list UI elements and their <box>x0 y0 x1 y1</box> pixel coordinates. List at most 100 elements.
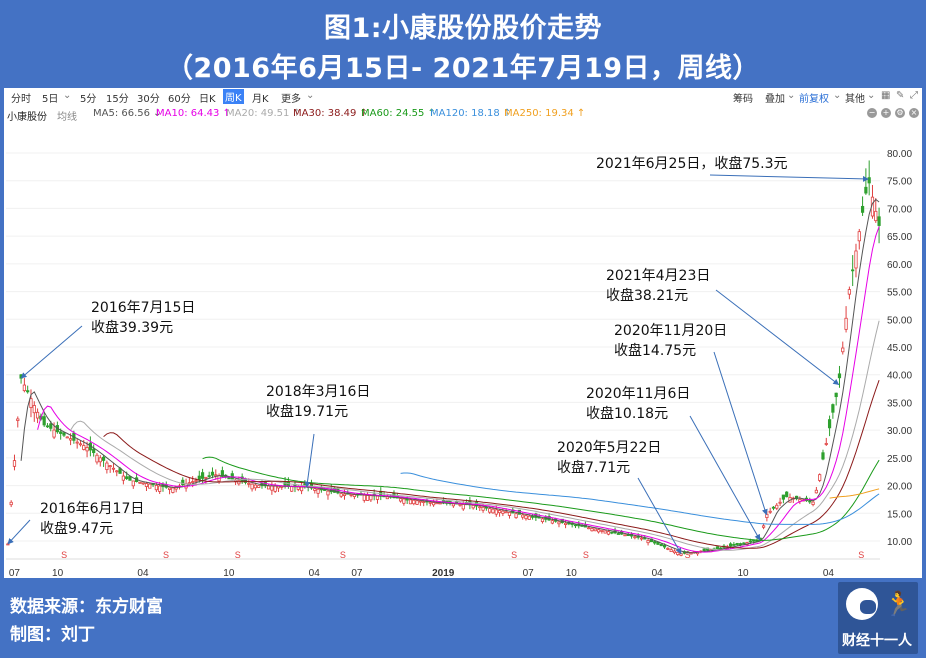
annotation-close: 收盘10.18元 <box>586 405 668 422</box>
candle-body <box>299 486 304 492</box>
y-tick-label: 25.00 <box>887 454 912 465</box>
overlay-button[interactable]: 叠加 <box>765 94 785 105</box>
minimize-icon[interactable]: − <box>867 108 877 118</box>
ma30-line <box>103 380 880 549</box>
add-icon[interactable]: + <box>881 108 891 118</box>
candle-body <box>824 443 828 445</box>
y-tick-label: 40.00 <box>887 371 912 382</box>
candle-body <box>131 480 135 487</box>
y-tick-label: 20.00 <box>887 482 912 493</box>
line-type[interactable]: 均线 <box>57 112 77 123</box>
tab-60min[interactable]: 60分 <box>168 94 191 105</box>
y-tick-label: 10.00 <box>887 537 912 548</box>
candle-body <box>362 494 366 501</box>
globe-icon <box>846 588 878 620</box>
chevron-down-icon[interactable]: ⌄ <box>867 90 876 101</box>
tab-daily-k[interactable]: 日K <box>199 94 216 105</box>
x-tick-label: 04 <box>652 568 664 578</box>
candle-body <box>181 479 185 486</box>
candle-body <box>101 456 106 461</box>
tab-weekly-k[interactable]: 周K <box>223 89 244 104</box>
grid-icon[interactable]: ▦ <box>881 90 891 101</box>
annotation-close: 收盘7.71元 <box>557 459 630 476</box>
price-chart: S S S S S S S S 80.00 75.00 70.00 65.00 60.00 55.00 5… <box>6 149 912 578</box>
chevron-down-icon[interactable]: ⌄ <box>787 90 796 101</box>
candle-body <box>431 502 436 506</box>
settings-icon[interactable]: ⚙ <box>895 108 905 118</box>
draw-icon[interactable]: ✎ <box>896 90 905 101</box>
candle-body <box>494 509 498 515</box>
candle-body <box>742 542 746 545</box>
candle-body <box>778 501 782 504</box>
candle-body <box>524 515 528 520</box>
chevron-down-icon[interactable]: ⌄ <box>63 90 72 101</box>
annotation-close: 收盘14.75元 <box>614 342 696 359</box>
candle-body <box>52 429 56 438</box>
tab-15min[interactable]: 15分 <box>106 94 129 105</box>
close-icon[interactable]: × <box>909 108 919 118</box>
candle-body <box>481 506 485 511</box>
ma120-line <box>400 472 880 525</box>
ma60-label: MA60: 24.55 ↑ <box>361 108 436 119</box>
adjust-button[interactable]: 前复权 <box>799 94 829 105</box>
candle-body <box>590 527 594 532</box>
candle-body <box>768 510 772 513</box>
annotation-arrow <box>689 415 761 541</box>
candle-body <box>527 515 531 520</box>
candle-body <box>111 467 116 470</box>
candle-body <box>194 480 198 482</box>
candle-body <box>220 470 224 477</box>
split-marker: S <box>685 550 691 560</box>
y-tick-label: 55.00 <box>887 288 912 299</box>
ma5-line <box>20 198 880 554</box>
candle-body <box>715 546 719 550</box>
candle-body <box>352 494 356 497</box>
tab-fenshi[interactable]: 分时 <box>11 94 31 105</box>
candle-body <box>257 485 261 488</box>
candle-body <box>633 536 637 539</box>
tab-30min[interactable]: 30分 <box>137 94 160 105</box>
candle-body <box>158 485 162 492</box>
candle-body <box>412 499 416 505</box>
chevron-down-icon[interactable]: ⌄ <box>306 90 315 101</box>
fullscreen-icon[interactable]: ⤢ <box>910 90 918 101</box>
tab-more[interactable]: 更多 <box>281 94 301 105</box>
candle-body <box>811 501 815 505</box>
candle-body <box>478 506 482 509</box>
candle-body <box>596 529 601 533</box>
x-axis: 07 10 04 10 04 07 2019 07 10 04 10 04 <box>6 558 880 578</box>
ma120-label: MA120: 18.18 ↑ <box>430 108 512 119</box>
tab-5min[interactable]: 5分 <box>80 94 97 105</box>
candle-body <box>844 317 848 330</box>
candle-body <box>530 515 535 518</box>
annotation-arrow <box>637 477 682 555</box>
split-marker: S <box>163 550 169 560</box>
candle-body <box>273 485 277 492</box>
candle-body <box>702 548 706 552</box>
annotation-arrow <box>7 519 31 545</box>
candle-body <box>339 493 343 497</box>
x-tick-label: 07 <box>9 568 21 578</box>
split-marker: S <box>235 550 241 560</box>
other-button[interactable]: 其他 <box>845 94 865 105</box>
candle-body <box>204 476 208 479</box>
candle-body <box>408 499 413 505</box>
split-marker: S <box>61 550 67 560</box>
chips-button[interactable]: 筹码 <box>733 94 753 105</box>
annotation-arrow <box>709 174 869 182</box>
ma10-line <box>37 226 880 553</box>
y-tick-label: 65.00 <box>887 232 912 243</box>
chevron-down-icon[interactable]: ⌄ <box>833 90 842 101</box>
tab-monthly-k[interactable]: 月K <box>252 94 269 105</box>
candle-body <box>108 465 112 468</box>
candle-body <box>98 457 102 463</box>
ma5-label: MA5: 66.56 ↓ <box>93 108 162 119</box>
split-marker: S <box>340 550 346 560</box>
x-tick-label: 07 <box>523 568 535 578</box>
candle-body <box>458 503 462 506</box>
candle-body <box>600 529 604 532</box>
ma30-label: MA30: 38.49 ↑ <box>293 108 368 119</box>
left-border <box>0 88 4 578</box>
candle-body <box>95 454 99 463</box>
tab-5day[interactable]: 5日 <box>42 94 59 105</box>
